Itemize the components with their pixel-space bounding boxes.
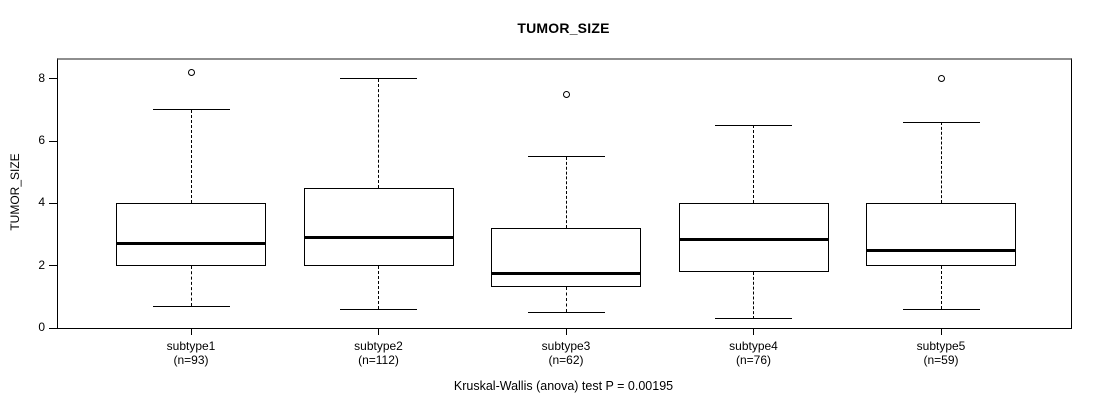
whisker-cap-upper bbox=[152, 109, 230, 111]
box-iqr bbox=[303, 187, 454, 266]
y-tick-mark bbox=[49, 265, 57, 267]
y-tick-label: 4 bbox=[38, 195, 45, 210]
outlier-point bbox=[562, 90, 570, 98]
box-iqr bbox=[866, 203, 1016, 266]
y-tick-label: 6 bbox=[38, 133, 45, 148]
x-axis-label: subtype2 (n=112) bbox=[289, 339, 469, 367]
x-axis-label: subtype3 (n=62) bbox=[476, 339, 656, 367]
x-tick-mark bbox=[753, 328, 754, 335]
x-axis-label-count: (n=112) bbox=[358, 353, 399, 367]
whisker-cap-upper bbox=[527, 156, 605, 158]
whisker-line-upper bbox=[753, 125, 754, 204]
x-axis-label: subtype4 (n=76) bbox=[664, 339, 844, 367]
box-iqr bbox=[678, 203, 829, 272]
whisker-cap-upper bbox=[902, 121, 980, 123]
whisker-cap-upper bbox=[340, 78, 417, 80]
x-axis-label-name: subtype1 bbox=[166, 339, 216, 353]
x-axis-label-name: subtype2 bbox=[354, 339, 403, 353]
y-tick-mark bbox=[49, 140, 57, 142]
x-tick-mark bbox=[565, 328, 567, 335]
outlier-point bbox=[187, 68, 195, 76]
whisker-line-upper bbox=[940, 122, 942, 204]
x-axis-label-count: (n=76) bbox=[735, 353, 772, 367]
whisker-line-upper bbox=[378, 78, 379, 188]
median-line bbox=[116, 242, 266, 246]
whisker-cap-lower bbox=[152, 305, 230, 307]
whisker-cap-lower bbox=[527, 311, 605, 313]
x-axis-label-name: subtype5 bbox=[916, 339, 966, 353]
x-tick-mark bbox=[940, 328, 942, 335]
median-line bbox=[678, 237, 829, 241]
y-tick-label: 0 bbox=[38, 320, 45, 334]
y-tick-label: 2 bbox=[38, 257, 45, 272]
whisker-cap-upper bbox=[715, 124, 792, 126]
median-line bbox=[491, 271, 641, 275]
x-axis-label-count: (n=62) bbox=[548, 353, 584, 367]
median-line bbox=[866, 248, 1016, 252]
whisker-line-lower bbox=[940, 265, 942, 310]
y-tick-mark bbox=[49, 327, 57, 329]
y-tick-mark bbox=[49, 78, 57, 80]
whisker-line-lower bbox=[565, 287, 567, 313]
x-tick-mark bbox=[190, 328, 192, 335]
whisker-cap-lower bbox=[902, 308, 980, 310]
x-axis-label-name: subtype4 bbox=[729, 339, 778, 353]
y-tick-label: 8 bbox=[38, 70, 45, 85]
whisker-line-upper bbox=[565, 156, 567, 229]
y-tick-mark bbox=[49, 202, 57, 204]
x-axis-label: subtype5 (n=59) bbox=[851, 339, 1031, 367]
whisker-line-lower bbox=[378, 265, 379, 310]
whisker-cap-lower bbox=[340, 308, 417, 310]
box-iqr bbox=[116, 203, 266, 266]
whisker-line-lower bbox=[190, 265, 192, 307]
y-axis-title: TUMOR_SIZE bbox=[8, 153, 22, 231]
box-iqr bbox=[491, 228, 641, 288]
outlier-point bbox=[937, 75, 945, 83]
x-tick-mark bbox=[378, 328, 379, 335]
x-axis-label-name: subtype3 bbox=[541, 339, 591, 353]
x-axis-label-count: (n=93) bbox=[173, 353, 209, 367]
whisker-line-upper bbox=[190, 109, 192, 204]
x-axis-label-count: (n=59) bbox=[923, 353, 959, 367]
plot-area: 0 2 4 6 8 subtype1 (n=93) subtype2 (n=112) subtyp… bbox=[38, 58, 1072, 367]
whisker-cap-lower bbox=[715, 318, 792, 320]
whisker-line-lower bbox=[753, 271, 754, 319]
chart-title: TUMOR_SIZE bbox=[517, 20, 610, 36]
x-axis-label: subtype1 (n=93) bbox=[101, 339, 281, 367]
median-line bbox=[303, 236, 454, 240]
stat-test-caption: Kruskal-Wallis (anova) test P = 0.00195 bbox=[453, 379, 674, 393]
